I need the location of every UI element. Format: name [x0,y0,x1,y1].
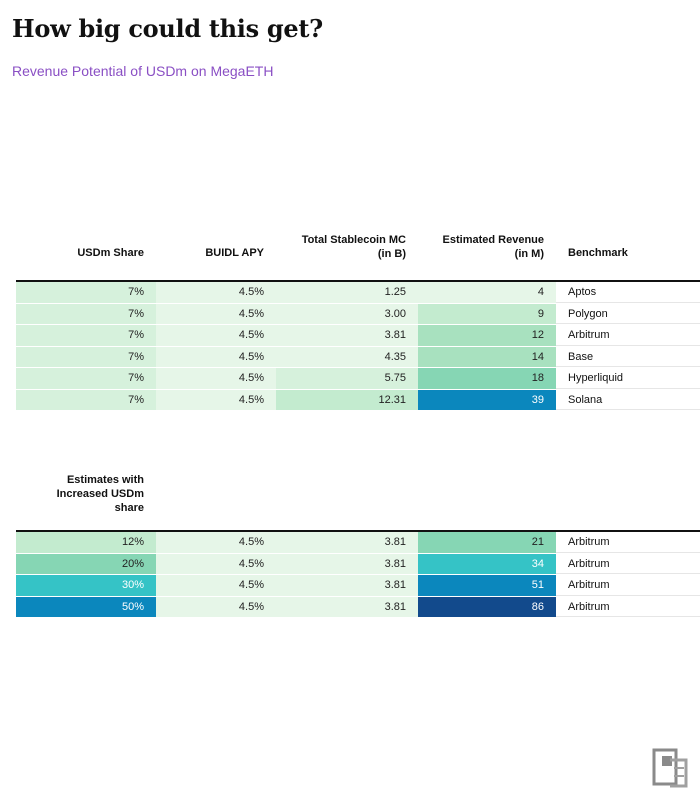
cell-apy: 4.5% [156,303,276,324]
cell-benchmark: Arbitrum [556,597,700,617]
cell-benchmark: Arbitrum [556,532,700,553]
cell-apy: 4.5% [156,575,276,596]
cell-rev: 51 [418,575,556,596]
cell-mc: 5.75 [276,368,418,389]
header-rule-increased [16,530,700,532]
cell-share: 7% [16,282,156,303]
header-buidl-apy: BUIDL APY [205,247,264,259]
header-stablecoin-mc-line1: Total Stablecoin MC [301,234,406,246]
cell-mc: 3.00 [276,303,418,324]
cell-apy: 4.5% [156,368,276,389]
cell-mc: 12.31 [276,389,418,410]
cell-apy: 4.5% [156,325,276,346]
cell-rev: 21 [418,532,556,553]
header-usdm-share: USDm Share [77,247,144,259]
cell-share: 7% [16,389,156,410]
header-estimated-revenue-line2: (in M) [514,248,544,260]
header-stablecoin-mc-line2: (in B) [377,248,406,260]
header-increased-share: Estimates with Increased USDm share [20,473,144,515]
cell-mc: 3.81 [276,596,418,617]
cell-benchmark: Solana [556,390,700,410]
cell-benchmark: Arbitrum [556,325,700,346]
cell-benchmark: Aptos [556,282,700,303]
cell-share: 50% [16,596,156,617]
cell-share: 7% [16,325,156,346]
cell-benchmark: Arbitrum [556,554,700,574]
header-stablecoin-mc: Total Stablecoin MC (in B) [276,233,406,261]
cell-apy: 4.5% [156,553,276,574]
cell-mc: 3.81 [276,325,418,346]
cell-apy: 4.5% [156,346,276,367]
page-title: How big could this get? [12,14,323,43]
cell-rev: 86 [418,596,556,617]
cell-mc: 1.25 [276,282,418,303]
cell-rev: 9 [418,303,556,324]
cell-apy: 4.5% [156,389,276,410]
cell-rev: 39 [418,389,556,410]
cell-benchmark: Base [556,347,700,367]
cell-share: 30% [16,575,156,596]
cell-rev: 18 [418,368,556,389]
header-rule [16,280,700,282]
cell-mc: 3.81 [276,553,418,574]
cell-mc: 3.81 [276,575,418,596]
cell-apy: 4.5% [156,596,276,617]
header-estimated-revenue: Estimated Revenue (in M) [412,233,544,261]
cell-rev: 4 [418,282,556,303]
cell-rev: 12 [418,325,556,346]
cell-mc: 4.35 [276,346,418,367]
cell-benchmark: Arbitrum [556,575,700,596]
cell-share: 20% [16,553,156,574]
cell-rev: 34 [418,553,556,574]
header-increased-share-line3: share [114,502,144,514]
cell-share: 7% [16,303,156,324]
page-subtitle: Revenue Potential of USDm on MegaETH [12,63,274,79]
cell-benchmark: Polygon [556,304,700,324]
header-benchmark: Benchmark [568,247,628,259]
cell-share: 7% [16,346,156,367]
cell-apy: 4.5% [156,282,276,303]
header-increased-share-line1: Estimates with [66,474,144,486]
cell-apy: 4.5% [156,532,276,553]
cell-share: 12% [16,532,156,553]
cell-benchmark: Hyperliquid [556,368,700,389]
cell-mc: 3.81 [276,532,418,553]
logo-icon [652,748,688,788]
header-estimated-revenue-line1: Estimated Revenue [442,234,544,246]
header-increased-share-line2: Increased USDm [56,488,144,500]
cell-rev: 14 [418,346,556,367]
cell-share: 7% [16,368,156,389]
